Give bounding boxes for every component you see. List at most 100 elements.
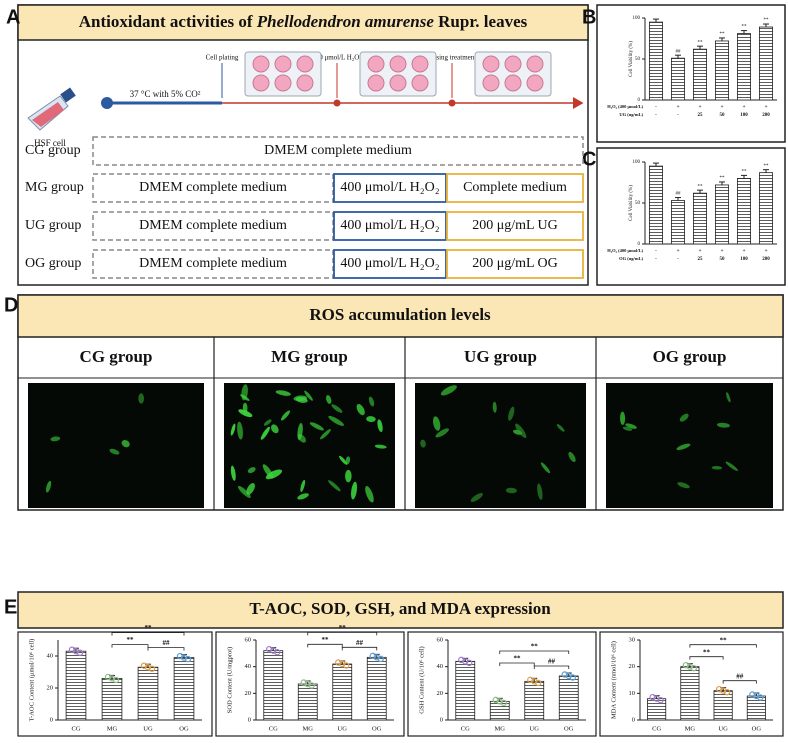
replicate-dot: [757, 694, 764, 701]
cell-signal: [331, 404, 343, 413]
cell-signal: [625, 423, 637, 429]
replicate-dot: [531, 678, 538, 685]
group-name: CG group: [25, 143, 81, 158]
y-axis-label: T-AOC Content (μmol/10⁶ cell): [28, 639, 35, 722]
row-value: -: [677, 113, 679, 118]
row-value: 200: [762, 113, 770, 118]
timeline-dot: [448, 99, 456, 107]
replicate-dot: [369, 652, 376, 660]
bracket: [341, 646, 378, 651]
cell-signal: [320, 429, 331, 440]
row-value: +: [765, 105, 768, 110]
row-value: +: [677, 249, 680, 254]
bar: [737, 33, 752, 101]
replicate-dot: [140, 662, 148, 669]
chart-frame: [599, 631, 784, 737]
cell-signal: [432, 416, 441, 431]
cell-signal: [230, 423, 236, 436]
y-tick-label: 60: [245, 636, 252, 643]
row-box: [333, 249, 447, 279]
row-value: 100: [740, 257, 748, 262]
well: [504, 55, 522, 73]
row-box: [446, 173, 584, 203]
well: [504, 74, 522, 92]
row-cell: 400 μmol/L H₂O₂: [340, 256, 439, 271]
y-tick-label: 0: [638, 242, 641, 247]
replicate-dot: [270, 647, 277, 654]
bar: [558, 675, 579, 721]
cell-signal: [297, 493, 309, 500]
cell-signal: [270, 424, 279, 434]
cell-signal: [328, 415, 344, 426]
x-tick-label: OG: [564, 725, 574, 732]
well: [367, 74, 385, 92]
bracket-label: **: [720, 636, 728, 644]
replicate-dot: [68, 646, 76, 653]
row-value: +: [721, 105, 724, 110]
replicate-dot: [653, 695, 660, 702]
well: [296, 74, 314, 92]
well: [526, 55, 544, 73]
cell-signal: [240, 394, 250, 401]
cell-signal: [374, 444, 387, 449]
panel-b-frame: [596, 4, 786, 143]
cell-signal: [237, 421, 243, 440]
cell-signal: [508, 406, 515, 421]
y-tick-label: 30: [629, 636, 636, 643]
cell-signal: [237, 485, 251, 498]
significance: ##: [676, 192, 682, 197]
well: [411, 55, 429, 73]
flask-icon: [27, 87, 76, 131]
cell-signal: [345, 469, 352, 483]
bar: [680, 666, 700, 721]
cell-signal: [365, 486, 374, 503]
cell-signal: [246, 482, 255, 495]
replicate-dot: [753, 692, 760, 700]
replicate-dot: [565, 672, 572, 680]
bar: [366, 656, 387, 721]
cell-signal: [356, 404, 365, 416]
cell-signal: [540, 462, 551, 474]
y-tick-label: 50: [635, 57, 641, 62]
x-tick-label: UG: [718, 725, 728, 732]
replicate-dot: [76, 649, 84, 656]
cell-signal: [366, 416, 376, 423]
row-cell: DMEM complete medium: [139, 180, 287, 195]
cell-signal: [293, 395, 307, 402]
panel-label: C: [582, 148, 596, 170]
cell-signal: [677, 482, 690, 489]
panel-e-title-box: [17, 591, 784, 629]
cell-signal: [339, 455, 348, 465]
fluorescence-image: [28, 383, 204, 508]
significance: **: [720, 176, 726, 181]
bar: [524, 680, 545, 721]
replicate-dot: [176, 652, 184, 660]
row-value: 25: [698, 257, 704, 262]
cell-signal: [716, 422, 730, 428]
replicate-dot: [657, 696, 664, 704]
bar: [137, 666, 159, 721]
bracket: [307, 631, 378, 636]
cell-signal: [568, 451, 576, 463]
bracket-label: **: [145, 624, 153, 632]
cell-signal: [275, 390, 291, 396]
row-box: [92, 249, 334, 279]
replicate-dot: [686, 663, 694, 670]
bracket: [499, 662, 535, 666]
cell-signal: [109, 448, 120, 455]
bar: [737, 177, 752, 245]
bar: [671, 200, 686, 245]
row-value: 50: [720, 257, 726, 262]
row-cell: DMEM complete medium: [139, 218, 287, 233]
bar: [649, 165, 664, 245]
cell-signal: [351, 481, 358, 500]
y-tick-label: 0: [50, 716, 53, 723]
timeline-dot: [333, 99, 341, 107]
cell-signal: [45, 480, 52, 493]
bar: [715, 184, 730, 245]
row-cell: 400 μmol/L H₂O₂: [340, 180, 439, 195]
cell-signal: [515, 423, 527, 438]
row-value: +: [743, 249, 746, 254]
row-value: +: [699, 249, 702, 254]
